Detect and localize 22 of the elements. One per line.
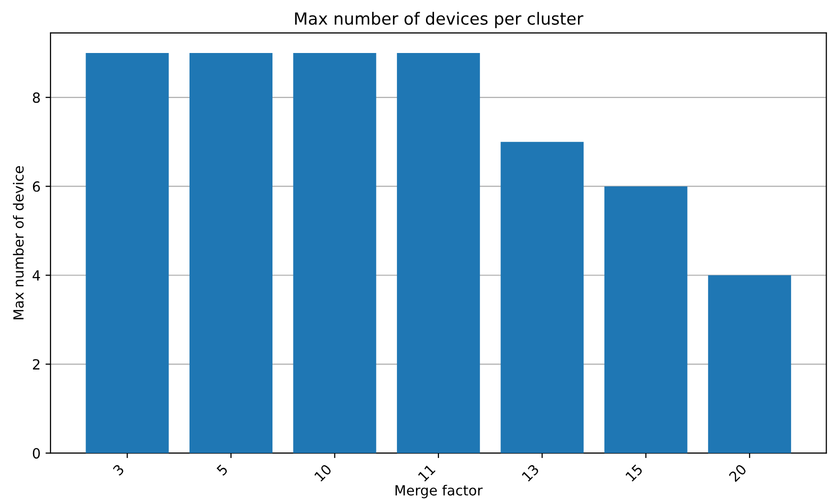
chart-title: Max number of devices per cluster (295, 12, 584, 28)
x-tick-label: 3 (112, 464, 125, 476)
y-tick-label: 4 (32, 270, 40, 281)
bar (86, 52, 169, 454)
bar (708, 275, 792, 454)
bar (396, 52, 480, 454)
x-tick-label: 15 (625, 464, 644, 482)
x-tick-label: 11 (418, 464, 436, 482)
y-axis-title: Max number of device (12, 166, 24, 320)
x-axis-title: Merge factor (396, 484, 483, 498)
bar (293, 52, 376, 454)
bar (500, 142, 584, 454)
y-tick-label: 0 (32, 448, 40, 459)
bar (189, 52, 272, 454)
y-tick-label: 8 (32, 92, 40, 103)
y-tick-label: 2 (32, 359, 40, 370)
x-tick-label: 10 (314, 464, 332, 482)
y-tick-label: 6 (32, 181, 40, 192)
x-tick-label: 13 (521, 464, 540, 482)
x-tick-label: 5 (216, 464, 228, 476)
bar (604, 186, 688, 454)
x-tick-label: 20 (728, 464, 748, 482)
